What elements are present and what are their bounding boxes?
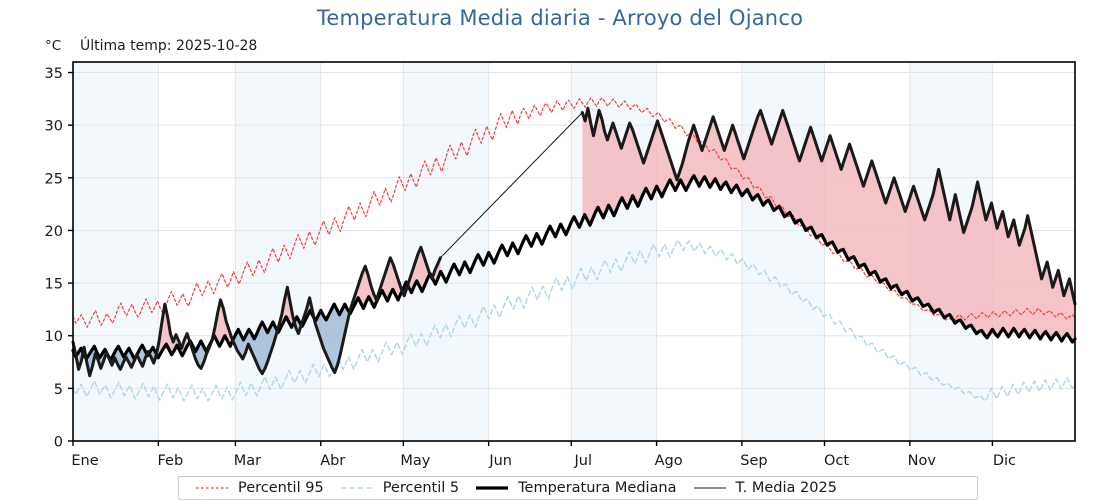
series-line <box>72 239 1076 402</box>
legend-swatch-icon <box>693 482 727 494</box>
month-band <box>320 62 404 441</box>
current-series-gap-bridge <box>440 112 583 259</box>
month-band <box>488 62 572 441</box>
month-band <box>73 62 159 441</box>
x-tick-label: Abr <box>320 453 345 469</box>
current-series-line <box>71 106 1077 378</box>
x-tick-label: Feb <box>157 453 183 469</box>
y-axis-unit-label: °C <box>45 38 62 54</box>
legend-label: Percentil 5 <box>382 480 460 496</box>
plot-frame <box>72 61 1076 442</box>
x-tick-label: Jun <box>488 453 512 469</box>
tick-label-group: 0 5 10 15 20 25 30 35 Ene Feb Mar Abr May Jun Jul Ago Se… <box>45 66 1016 469</box>
anomaly-fill-below <box>234 322 277 374</box>
anomaly-fill-above <box>582 108 1075 342</box>
x-tick-label: Ene <box>71 453 98 469</box>
page-title: Temperatura Media diaria - Arroyo del Oj… <box>316 6 804 30</box>
x-tick-label: Jul <box>573 453 592 469</box>
y-tick-label: 5 <box>54 382 63 398</box>
x-tick-label: Sep <box>740 453 767 469</box>
x-tick-label: Mar <box>234 453 261 469</box>
x-tick-label: May <box>400 453 430 469</box>
y-tick-label: 10 <box>45 329 63 345</box>
y-tick-label: 15 <box>45 277 63 293</box>
series-line <box>72 97 1076 328</box>
legend-item[interactable]: Percentil 95 <box>179 477 324 499</box>
legend-item[interactable]: Percentil 5 <box>324 477 459 499</box>
legend-label: T. Media 2025 <box>735 480 837 496</box>
x-tick-label: Ago <box>655 453 683 469</box>
legend-swatch-icon <box>195 482 229 494</box>
legend-swatch-icon <box>340 482 374 494</box>
x-tick-label: Dic <box>993 453 1016 469</box>
last-temp-label: Última temp: 2025-10-28 <box>80 38 258 54</box>
x-tick-label: Nov <box>908 453 937 469</box>
anomaly-fill-below <box>315 305 349 373</box>
axis-group <box>72 61 1076 442</box>
y-tick-label: 25 <box>45 171 63 187</box>
y-tick-label: 0 <box>54 435 63 451</box>
series-line-group <box>71 97 1077 402</box>
y-tick-label: 35 <box>45 66 63 82</box>
y-tick-label: 20 <box>45 224 63 240</box>
legend-label: Percentil 95 <box>238 480 324 496</box>
series-line <box>71 174 1077 362</box>
legend-label: Temperatura Mediana <box>518 480 677 496</box>
legend-item[interactable]: Temperatura Mediana <box>459 477 677 499</box>
chart-legend: Percentil 95 Percentil 5 Temperatura Media… <box>178 476 978 500</box>
legend-swatch-icon <box>475 482 509 494</box>
x-tick-label: Oct <box>824 453 849 469</box>
legend-item[interactable]: T. Media 2025 <box>677 477 837 499</box>
month-band <box>158 62 236 441</box>
anomaly-fill-below <box>189 339 213 369</box>
y-tick-label: 30 <box>45 119 63 135</box>
